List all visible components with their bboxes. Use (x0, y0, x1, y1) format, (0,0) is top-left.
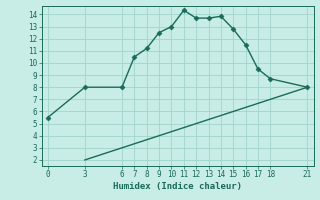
X-axis label: Humidex (Indice chaleur): Humidex (Indice chaleur) (113, 182, 242, 191)
